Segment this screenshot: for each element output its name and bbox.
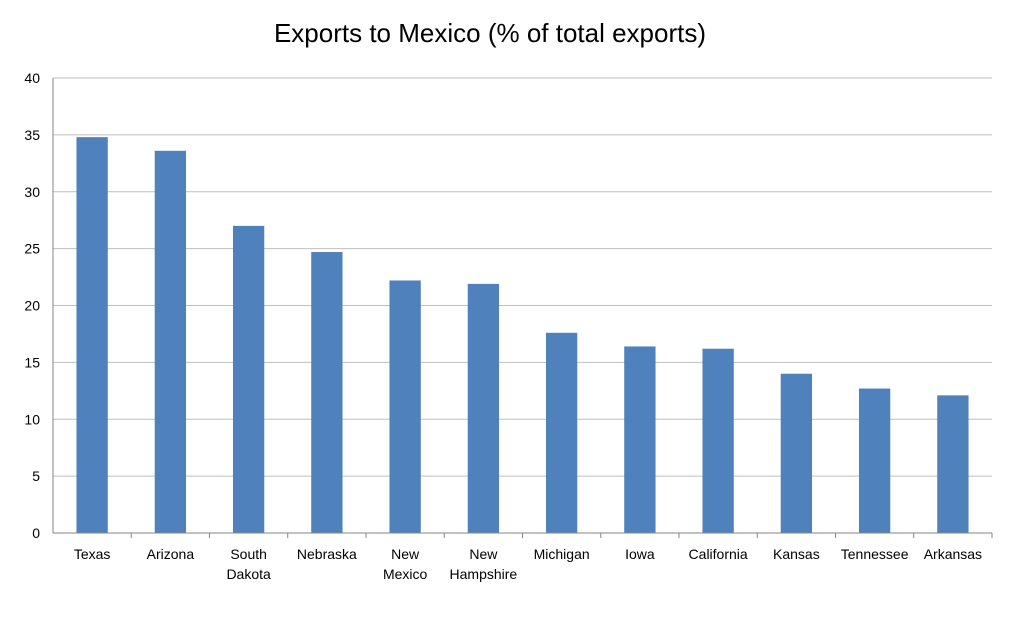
- x-axis-tick-labels: Texas Arizona South Dakota Nebraska New Mexico…: [74, 546, 982, 582]
- bar: [545, 332, 578, 533]
- bar: [858, 388, 891, 533]
- bar: [154, 150, 187, 534]
- x-tick-label-line: Michigan: [534, 546, 590, 562]
- x-tick-label: South Dakota: [226, 546, 271, 582]
- bar: [624, 346, 656, 533]
- x-tick-label: New Hampshire: [450, 546, 518, 582]
- y-tick-label: 15: [24, 354, 40, 370]
- x-tick-label-line: South: [230, 546, 267, 562]
- x-tick-label: Nebraska: [297, 546, 357, 562]
- x-tick-label-line: New: [391, 546, 420, 562]
- x-tick-label: Iowa: [625, 546, 655, 562]
- bar: [389, 280, 421, 533]
- x-tick-label-line: Arizona: [147, 546, 195, 562]
- bar: [232, 225, 265, 533]
- x-tick-label: Tennessee: [841, 546, 909, 562]
- x-tick-label-line: New: [469, 546, 498, 562]
- x-tick-label-line: Arkansas: [924, 546, 982, 562]
- bar: [937, 395, 969, 533]
- x-tick-label: Texas: [74, 546, 111, 562]
- chart-title: Exports to Mexico (% of total exports): [273, 18, 707, 48]
- x-tick-label-line: Iowa: [625, 546, 655, 562]
- y-tick-label: 5: [32, 468, 40, 484]
- x-tick-label: New Mexico: [383, 546, 428, 582]
- x-tick-label-line: Tennessee: [841, 546, 909, 562]
- x-tick-label-line: Mexico: [383, 566, 428, 582]
- bar: [311, 252, 343, 533]
- bar: [467, 283, 500, 533]
- x-tick-label: Arkansas: [924, 546, 982, 562]
- y-tick-label: 40: [24, 70, 40, 86]
- x-tick-label-line: Texas: [74, 546, 111, 562]
- y-tick-label: 10: [24, 411, 40, 427]
- x-tick-label: Kansas: [773, 546, 820, 562]
- bar: [76, 137, 108, 533]
- y-tick-label: 20: [24, 298, 40, 314]
- x-tick-label-line: Dakota: [226, 566, 271, 582]
- bars: [76, 137, 969, 534]
- x-tick-label-line: California: [689, 546, 748, 562]
- x-tick-label: Michigan: [534, 546, 590, 562]
- x-tick-label: Arizona: [147, 546, 195, 562]
- bar: [702, 348, 734, 533]
- x-tick-label-line: Kansas: [773, 546, 820, 562]
- y-tick-label: 30: [24, 184, 40, 200]
- bar: [780, 373, 813, 533]
- y-axis-tick-labels: 0 5 10 15 20 25 30 35 40: [24, 70, 40, 541]
- y-tick-label: 35: [24, 127, 40, 143]
- y-tick-label: 0: [32, 525, 40, 541]
- x-tick-label-line: Nebraska: [297, 546, 357, 562]
- x-tick-label-line: Hampshire: [450, 566, 518, 582]
- gridlines: [53, 77, 992, 477]
- axes: [52, 78, 993, 538]
- x-tick-label: California: [689, 546, 748, 562]
- y-tick-label: 25: [24, 241, 40, 257]
